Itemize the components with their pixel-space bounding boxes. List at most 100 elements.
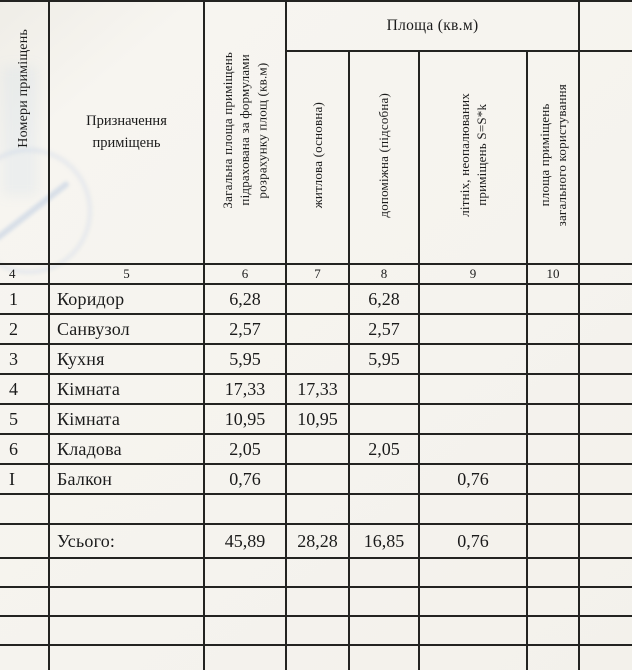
summer-area-cell	[418, 373, 528, 405]
room-name-cell	[48, 586, 205, 617]
column-number-7: 7	[285, 263, 350, 285]
living-area-cell	[285, 615, 350, 646]
table-row: 4 Кімната 17,33 17,33	[0, 373, 632, 405]
table-row: 6 Кладова 2,05 2,05	[0, 433, 632, 465]
extra-cell	[578, 403, 632, 435]
col-header-purpose-label: Призначення приміщень	[86, 113, 167, 151]
common-area-sum-cell	[525, 523, 581, 559]
header-row-vertical: житлова (основна) допоміжна (підсобна) л…	[0, 50, 632, 265]
column-number-5: 5	[48, 263, 205, 285]
extra-cell	[578, 493, 632, 525]
col-header-common-area-label: площа приміщень загального користування	[536, 83, 569, 227]
common-area-cell	[525, 343, 581, 375]
row-number-cell: 3	[0, 343, 50, 375]
common-area-cell	[525, 313, 581, 345]
table-row: 2 Санвузол 2,57 2,57	[0, 313, 632, 345]
col-header-room-numbers-label: Номери приміщень	[15, 28, 31, 148]
column-number-row: 4 5 6 7 8 9 10	[0, 263, 632, 285]
row-number-cell: 6	[0, 433, 50, 465]
room-name-cell: Кухня	[48, 343, 205, 375]
row-number-cell	[0, 523, 50, 559]
summer-area-cell	[418, 586, 528, 617]
common-area-cell	[525, 283, 581, 315]
total-area-cell: 0,76	[203, 463, 287, 495]
row-number-cell: 5	[0, 403, 50, 435]
col-header-total-area: Загальна площа приміщень підрахована за …	[203, 0, 287, 265]
living-area-cell	[285, 343, 350, 375]
summer-area-cell	[418, 493, 528, 525]
auxiliary-area-cell	[348, 586, 420, 617]
auxiliary-area-cell	[348, 557, 420, 588]
auxiliary-area-cell	[348, 615, 420, 646]
auxiliary-area-sum-cell: 16,85	[348, 523, 420, 559]
column-number-6: 6	[203, 263, 287, 285]
total-area-cell	[203, 557, 287, 588]
room-name-cell	[48, 557, 205, 588]
living-area-cell	[285, 557, 350, 588]
table-row: I Балкон 0,76 0,76	[0, 463, 632, 495]
column-number-9: 9	[418, 263, 528, 285]
summer-area-cell	[418, 557, 528, 588]
col-header-auxiliary-area-label: допоміжна (підсобна)	[376, 92, 392, 218]
room-name-cell	[48, 615, 205, 646]
common-area-cell	[525, 373, 581, 405]
extra-cell	[578, 313, 632, 345]
room-name-cell	[48, 644, 205, 670]
extra-cell	[578, 644, 632, 670]
common-area-cell	[525, 463, 581, 495]
summer-area-cell: 0,76	[418, 463, 528, 495]
column-number-4: 4	[0, 263, 50, 285]
summer-area-sum-cell: 0,76	[418, 523, 528, 559]
col-header-room-numbers: Номери приміщень	[0, 0, 50, 265]
extra-cell	[578, 523, 632, 559]
total-area-cell	[203, 586, 287, 617]
extra-cell	[578, 615, 632, 646]
auxiliary-area-cell: 2,57	[348, 313, 420, 345]
header-row-group: Номери приміщень Призначення приміщень З…	[0, 0, 632, 265]
common-area-cell	[525, 557, 581, 588]
total-area-cell	[203, 644, 287, 670]
row-number-cell	[0, 615, 50, 646]
auxiliary-area-cell	[348, 403, 420, 435]
auxiliary-area-cell: 5,95	[348, 343, 420, 375]
row-number-cell: 2	[0, 313, 50, 345]
col-header-total-area-label: Загальна площа приміщень підрахована за …	[220, 51, 270, 209]
total-area-cell	[203, 615, 287, 646]
room-name-cell: Кімната	[48, 403, 205, 435]
living-area-cell: 10,95	[285, 403, 350, 435]
table-row	[0, 586, 632, 617]
room-name-cell: Кладова	[48, 433, 205, 465]
total-area-sum-cell: 45,89	[203, 523, 287, 559]
auxiliary-area-cell: 2,05	[348, 433, 420, 465]
auxiliary-area-cell	[348, 493, 420, 525]
totals-row: Усього: 45,89 28,28 16,85 0,76	[0, 523, 632, 559]
auxiliary-area-cell: 6,28	[348, 283, 420, 315]
row-number-cell	[0, 493, 50, 525]
col-header-summer-area-label: літніх, неопалюваних приміщень S=S*k	[456, 93, 489, 217]
auxiliary-area-cell	[348, 463, 420, 495]
table-row: 3 Кухня 5,95 5,95	[0, 343, 632, 375]
extra-cell	[578, 433, 632, 465]
room-name-cell: Балкон	[48, 463, 205, 495]
column-number-extra	[578, 263, 632, 285]
row-number-cell	[0, 557, 50, 588]
room-name-cell: Коридор	[48, 283, 205, 315]
common-area-cell	[525, 615, 581, 646]
total-area-cell: 2,57	[203, 313, 287, 345]
group-header-area: Площа (кв.м)	[284, 0, 581, 52]
summer-area-cell	[418, 283, 528, 315]
room-name-cell	[48, 493, 205, 525]
living-area-sum-cell: 28,28	[285, 523, 350, 559]
table-row	[0, 493, 632, 525]
row-number-cell: 1	[0, 283, 50, 315]
extra-cell	[578, 373, 632, 405]
summer-area-cell	[418, 433, 528, 465]
col-header-auxiliary-area: допоміжна (підсобна)	[348, 50, 420, 265]
living-area-cell	[285, 644, 350, 670]
summer-area-cell	[418, 644, 528, 670]
row-number-cell: 4	[0, 373, 50, 405]
row-number-cell: I	[0, 463, 50, 495]
extra-cell	[578, 463, 632, 495]
